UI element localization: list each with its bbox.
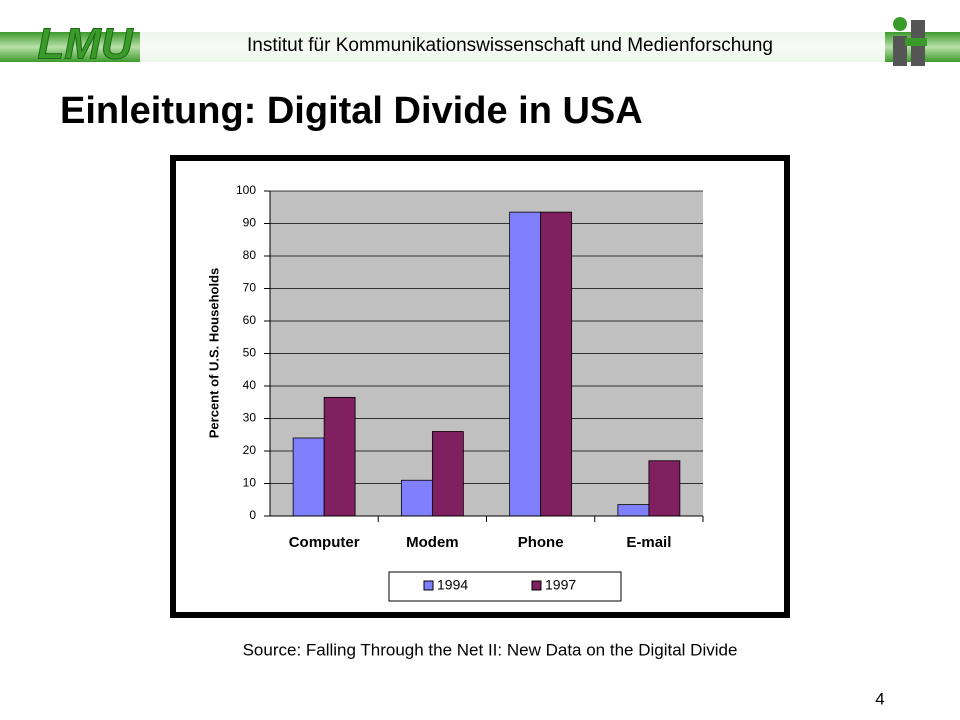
y-tick-label: 100 [236, 183, 256, 197]
y-tick-label: 80 [243, 248, 257, 262]
y-tick-label: 10 [243, 476, 257, 490]
bar [323, 396, 356, 517]
y-tick-label: 50 [243, 346, 257, 360]
bar [509, 211, 542, 517]
bar [617, 504, 650, 517]
x-tick-label: Computer [289, 534, 360, 551]
bar [400, 479, 433, 517]
bar [648, 460, 681, 517]
y-tick-label: 20 [243, 443, 257, 457]
source: Source: Falling Through the Net II: New … [243, 640, 738, 659]
slide-title: Einleitung: Digital Divide in USA [60, 90, 643, 132]
y-tick-label: 90 [243, 216, 257, 230]
ifkw-logo [893, 17, 927, 66]
y-tick-label: 30 [243, 411, 257, 425]
bar [540, 211, 573, 517]
logo: LMU [37, 20, 134, 69]
legend-label: 1994 [437, 577, 468, 593]
header-band [140, 32, 885, 62]
legend-swatch [423, 580, 434, 591]
x-tick-label: Phone [518, 534, 564, 551]
y-tick-label: 0 [249, 508, 256, 522]
y-tick-label: 70 [243, 281, 257, 295]
institute: Institut für Kommunikationswissenschaft … [247, 35, 773, 56]
bar [292, 437, 325, 517]
x-tick-label: E-mail [626, 534, 671, 551]
bar [431, 431, 464, 517]
y-tick-label: 60 [243, 313, 257, 327]
x-tick-label: Modem [406, 534, 459, 551]
legend-label: 1997 [545, 577, 576, 593]
y-axis-label: Percent of U.S. Households [206, 268, 221, 438]
page-number: 4 [875, 689, 884, 708]
legend-swatch [531, 580, 542, 591]
y-tick-label: 40 [243, 378, 257, 392]
